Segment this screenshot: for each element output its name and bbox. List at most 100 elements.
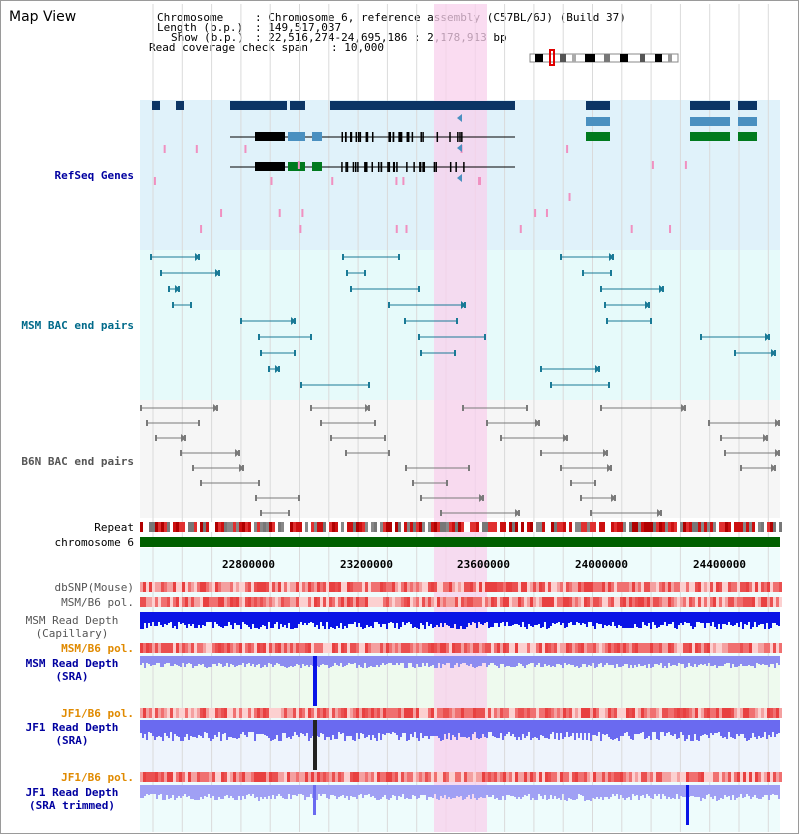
- jf1-trimmed-depth-bar: [644, 785, 646, 798]
- msm-sra-depth-bar: [514, 656, 516, 667]
- exon-tick: [354, 162, 357, 172]
- msm-sra-depth-bar: [728, 656, 730, 663]
- jf1-sra-depth-bar: [750, 720, 752, 738]
- msm-sra-depth-bar: [174, 656, 176, 664]
- polymorphism-cell: [149, 708, 152, 718]
- polymorphism-cell: [647, 708, 650, 718]
- capillary-depth-bar: [774, 612, 776, 623]
- jf1-trimmed-depth-bar: [634, 785, 636, 796]
- repeat-segment: [272, 522, 275, 532]
- jf1-sra-depth-bar: [768, 720, 770, 735]
- msm-sra-depth-bar: [278, 656, 280, 664]
- repeat-segment: [284, 522, 287, 532]
- snp-density-cell: [344, 582, 347, 592]
- jf1-sra-depth-bar: [476, 720, 478, 738]
- polymorphism-cell: [716, 772, 719, 782]
- msm-sra-depth-bar: [208, 656, 210, 667]
- jf1-sra-depth-bar: [770, 720, 772, 737]
- polymorphism-cell: [368, 708, 371, 718]
- jf1-trimmed-depth-bar: [472, 785, 474, 794]
- polymorphism-cell: [647, 643, 650, 653]
- polymorphism-cell: [617, 597, 620, 607]
- jf1-sra-depth-bar: [304, 720, 306, 736]
- jf1-sra-depth-bar: [262, 720, 264, 734]
- polymorphism-cell: [224, 643, 227, 653]
- snp-density-cell: [173, 582, 176, 592]
- polymorphism-cell: [578, 643, 581, 653]
- read-depth-plots: [140, 612, 780, 825]
- jf1-sra-depth-bar: [606, 720, 608, 734]
- snp-density-cell: [407, 582, 410, 592]
- capillary-depth-bar: [420, 612, 422, 623]
- polymorphism-cell: [221, 597, 224, 607]
- msm-bac-pairs[interactable]: [150, 253, 776, 388]
- jf1-trimmed-depth-bar: [564, 785, 566, 800]
- msm-sra-depth-bar: [500, 656, 502, 664]
- jf1-depth-trimmed-line2: (SRA trimmed): [28, 799, 116, 812]
- polymorphism-cell: [398, 708, 401, 718]
- polymorphism-cell: [680, 708, 683, 718]
- polymorphism-cell: [671, 708, 674, 718]
- polymorphism-cell: [524, 708, 527, 718]
- msm-pair-end: [346, 270, 348, 276]
- jf1-sra-depth-bar: [268, 720, 270, 738]
- gene-feature: [738, 117, 757, 126]
- b6n-pair-end: [720, 435, 722, 441]
- snp-density-cell: [404, 582, 407, 592]
- jf1-trimmed-depth-bar: [546, 785, 548, 800]
- msm-sra-depth-bar: [600, 656, 602, 663]
- polymorphism-cell: [617, 772, 620, 782]
- b6n-bac-pairs[interactable]: [140, 404, 780, 517]
- repeat-segment: [401, 522, 404, 532]
- exon-tick: [461, 132, 463, 142]
- snp-density-cell: [428, 582, 431, 592]
- chromosome-ideogram[interactable]: [529, 49, 679, 66]
- polymorphism-cell: [437, 772, 440, 782]
- jf1-trimmed-depth-bar: [464, 785, 466, 799]
- msm-sra-depth-bar: [364, 656, 366, 663]
- polymorphism-cell: [512, 643, 515, 653]
- repeat-segment: [665, 522, 668, 532]
- jf1-trimmed-depth-bar: [336, 785, 338, 799]
- refseq-gene-features[interactable]: [152, 101, 757, 233]
- capillary-depth-bar: [586, 612, 588, 627]
- jf1-sra-depth-bar: [582, 720, 584, 740]
- capillary-depth-bar: [430, 612, 432, 624]
- jf1-sra-depth-bar: [142, 720, 144, 738]
- snp-density-cell: [515, 582, 518, 592]
- polymorphism-cell: [524, 772, 527, 782]
- jf1-trimmed-depth-bar: [358, 785, 360, 795]
- capillary-depth-bar: [304, 612, 306, 623]
- capillary-depth-bar: [624, 612, 626, 628]
- msm-pair-end: [582, 270, 584, 276]
- polymorphism-cell: [191, 643, 194, 653]
- ideogram-band: [604, 54, 610, 62]
- polymorphism-cell: [581, 597, 584, 607]
- capillary-depth-bar: [456, 612, 458, 629]
- polymorphism-cell: [545, 772, 548, 782]
- msm-sra-depth-bar: [664, 656, 666, 666]
- jf1-sra-depth-bar: [230, 720, 232, 737]
- repeat-segment: [239, 522, 242, 532]
- msm-sra-depth-bar: [468, 656, 470, 666]
- capillary-depth-bar: [726, 612, 728, 625]
- capillary-depth-bar: [168, 612, 170, 623]
- jf1-trimmed-depth-bar: [742, 785, 744, 798]
- polymorphism-cell: [668, 772, 671, 782]
- polymorphism-cell: [692, 643, 695, 653]
- capillary-depth-bar: [720, 612, 722, 629]
- polymorphism-cell: [275, 643, 278, 653]
- polymorphism-cell: [176, 708, 179, 718]
- capillary-depth-bar: [548, 612, 550, 628]
- snp-density-cell: [413, 582, 416, 592]
- msm-sra-depth-bar: [498, 656, 500, 668]
- msm-sra-depth-bar: [424, 656, 426, 666]
- msm-pair-end: [650, 318, 652, 324]
- capillary-depth-bar: [310, 612, 312, 622]
- polymorphism-cell: [254, 643, 257, 653]
- msm-sra-depth-bar: [388, 656, 390, 663]
- jf1-trimmed-depth-bar: [530, 785, 532, 800]
- jf1-sra-depth-bar: [720, 720, 722, 736]
- capillary-depth-bar: [492, 612, 494, 627]
